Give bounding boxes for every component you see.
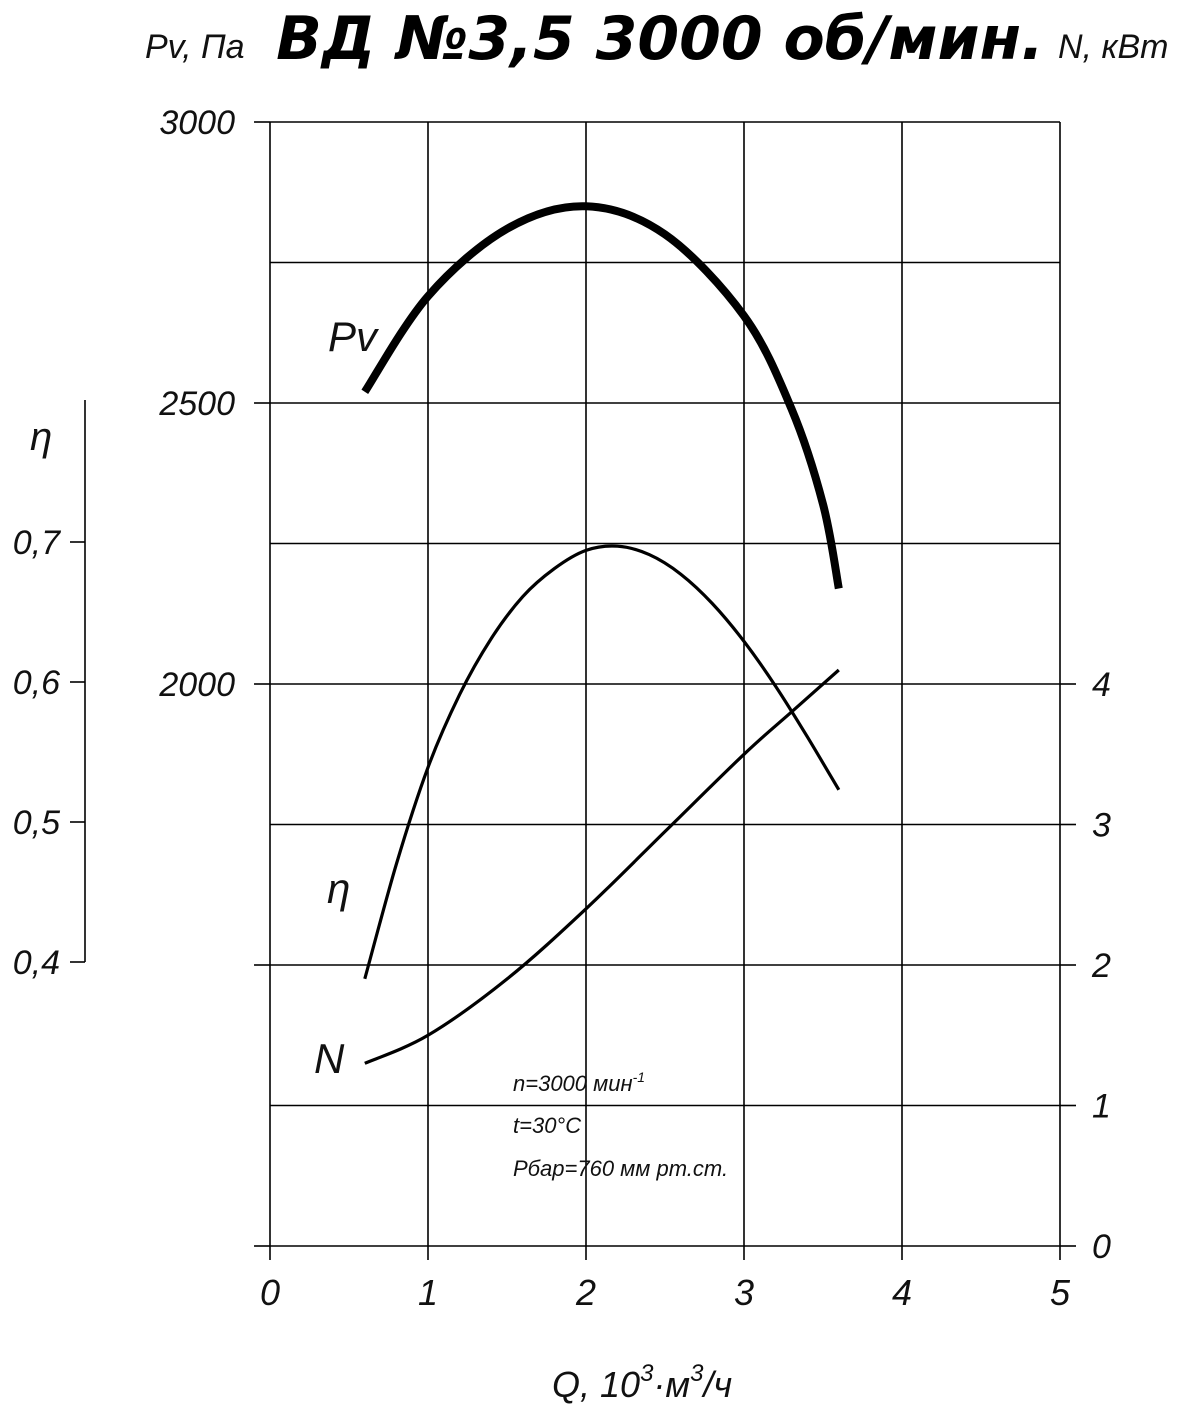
x-tick-label: 4 bbox=[892, 1272, 912, 1313]
series-label-eta: η bbox=[327, 865, 350, 912]
eta-tick-label: 0,6 bbox=[13, 664, 60, 702]
eta-tick-label: 0,5 bbox=[13, 804, 60, 842]
series-curve-eta bbox=[363, 544, 841, 980]
x-axis-label-sup2: 3 bbox=[690, 1360, 704, 1387]
n-tick-label: 3 bbox=[1092, 807, 1111, 845]
series-curve-n bbox=[364, 668, 840, 1065]
x-axis-label-mid: ·м bbox=[653, 1364, 690, 1405]
x-tick-label: 5 bbox=[1050, 1272, 1071, 1313]
n-tick-label: 4 bbox=[1092, 666, 1111, 704]
n-tick-label: 2 bbox=[1091, 947, 1111, 985]
x-tick-label: 0 bbox=[260, 1272, 280, 1313]
annotation-pressure: Pбар=760 мм рт.ст. bbox=[513, 1156, 728, 1181]
eta-tick-label: 0,7 bbox=[13, 524, 61, 562]
series bbox=[361, 202, 843, 1065]
n-tick-label: 0 bbox=[1092, 1228, 1111, 1266]
x-tick-label: 1 bbox=[418, 1272, 438, 1313]
x-axis-label: Q, 103·м3/ч bbox=[552, 1360, 732, 1405]
x-tick-label: 2 bbox=[575, 1272, 596, 1313]
annotation-speed-text: n=3000 мин bbox=[513, 1071, 633, 1096]
x-axis-label-sup1: 3 bbox=[640, 1360, 654, 1387]
series-curve-pv bbox=[361, 202, 843, 590]
pv-tick-label: 2000 bbox=[158, 666, 235, 704]
series-label-n: N bbox=[314, 1035, 345, 1082]
eta-axis-label: η bbox=[30, 415, 52, 459]
annotation-speed-sup: -1 bbox=[633, 1069, 645, 1085]
eta-tick-label: 0,4 bbox=[13, 944, 60, 982]
right-axis-label: N, кВт bbox=[1058, 28, 1169, 66]
pv-tick-label: 2500 bbox=[158, 385, 235, 423]
pv-tick-label: 3000 bbox=[159, 104, 235, 142]
annotation-temperature: t=30°C bbox=[513, 1113, 581, 1138]
axes: 0 1 2 3 4 5 3000 2500 2000 4 3 2 1 0 0,7 0,6 0,5 0,4 bbox=[13, 104, 1111, 1313]
annotation-speed: n=3000 мин-1 bbox=[513, 1069, 645, 1096]
x-axis-label-tail: /ч bbox=[700, 1364, 732, 1405]
x-tick-label: 3 bbox=[734, 1272, 754, 1313]
left-axis-label: Pv, Па bbox=[145, 28, 245, 66]
grid bbox=[269, 121, 1061, 1247]
chart-title: ВД №3,5 3000 об/мин. bbox=[276, 4, 1044, 74]
series-label-pv: Pv bbox=[328, 313, 380, 360]
x-axis-label-base: Q, 10 bbox=[552, 1364, 640, 1405]
n-tick-label: 1 bbox=[1092, 1088, 1111, 1126]
